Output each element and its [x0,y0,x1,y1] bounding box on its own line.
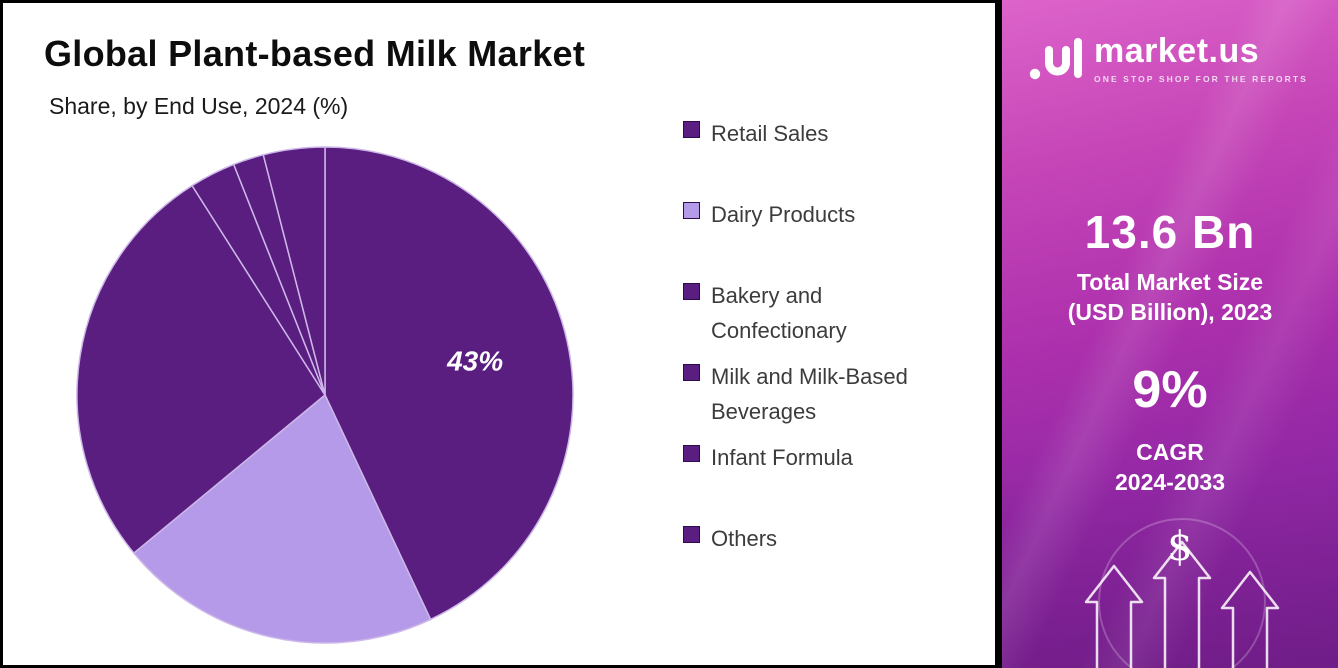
legend-marker [683,121,700,138]
cagr-label-line1: CAGR [1136,439,1204,465]
pie-slice [76,184,326,555]
brand-panel: market.us ONE STOP SHOP FOR THE REPORTS … [1002,0,1338,668]
legend-item-bakery-confectionary: Bakery and Confectionary [683,278,983,359]
growth-arrows-icon [1084,540,1280,668]
chart-panel: Global Plant-based Milk Market Share, by… [3,3,995,665]
legend-marker [683,202,700,219]
legend-item-milk-beverages: Milk and Milk-Based Beverages [683,359,983,440]
market-size-value: 13.6 Bn [1084,206,1256,258]
legend-item-infant-formula: Infant Formula [683,440,983,521]
chart-subtitle: Share, by End Use, 2024 (%) [49,93,349,119]
pie-slice [324,146,574,621]
legend-marker [683,283,700,300]
cagr-label-line2: 2024-2033 [1115,468,1225,495]
chart-legend: Retail Sales Dairy Products Bakery and C… [683,116,983,602]
pie-slice-label: 43% [446,346,503,377]
market-size-label-line2: (USD Billion), 2023 [1067,298,1273,325]
legend-label: Infant Formula [711,445,853,470]
pie-slice [132,393,432,644]
logo-text: market.us [1094,32,1260,70]
logo-tagline: ONE STOP SHOP FOR THE REPORTS [1094,73,1308,84]
logo-text-block: market.us ONE STOP SHOP FOR THE REPORTS [1094,32,1308,84]
legend-marker [683,526,700,543]
chart-title: Global Plant-based Milk Market [44,33,586,74]
legend-marker [683,364,700,381]
legend-marker [683,445,700,462]
brand-logo: market.us ONE STOP SHOP FOR THE REPORTS [1028,32,1308,84]
market-size-label-line1: Total Market Size [1076,269,1264,295]
legend-label: Retail Sales [711,121,829,146]
market-size-label: Total Market Size (USD Billion), 2023 [1002,268,1338,328]
legend-item-dairy-products: Dairy Products [683,197,983,278]
pie-chart-svg: 43% [76,146,574,644]
cagr-label: CAGR 2024-2033 [1002,438,1338,498]
pie-chart: 43% [70,140,580,650]
cagr-value: 9% [1132,361,1208,419]
dollar-symbol: $ [1167,524,1193,570]
marketus-logo-icon [1029,38,1082,80]
legend-item-others: Others [683,521,983,602]
legend-label: Dairy Products [711,202,856,227]
legend-label: Milk and Milk-Based Beverages [711,364,908,425]
legend-label: Others [711,526,778,551]
legend-item-retail-sales: Retail Sales [683,116,983,197]
pie-slice [262,146,326,396]
legend-label: Bakery and Confectionary [711,283,847,344]
